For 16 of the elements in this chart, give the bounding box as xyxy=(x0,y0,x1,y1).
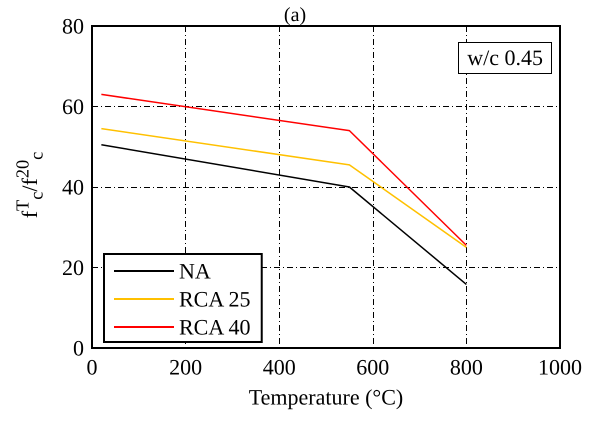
annotation: w/c 0.45 xyxy=(458,42,552,74)
x-tick-label: 600 xyxy=(356,354,390,380)
y-tick-label: 20 xyxy=(62,255,84,280)
x-tick-label: 200 xyxy=(169,354,202,380)
y-tick-label: 80 xyxy=(62,14,84,38)
x-tick-label: 800 xyxy=(450,354,483,380)
x-tick-label: 1000 xyxy=(538,354,582,380)
y-tick-label: 0 xyxy=(73,336,84,360)
x-tick-label: 400 xyxy=(262,354,296,380)
legend-label: RCA 25 xyxy=(179,286,251,312)
legend-label: NA xyxy=(179,258,211,284)
x-axis-title: Temperature (°C) xyxy=(248,384,404,410)
legend-label: RCA 40 xyxy=(179,314,251,340)
y-tick-label: 60 xyxy=(62,94,84,119)
y-tick-label: 40 xyxy=(62,174,84,200)
chart-title: (a) xyxy=(284,4,306,26)
